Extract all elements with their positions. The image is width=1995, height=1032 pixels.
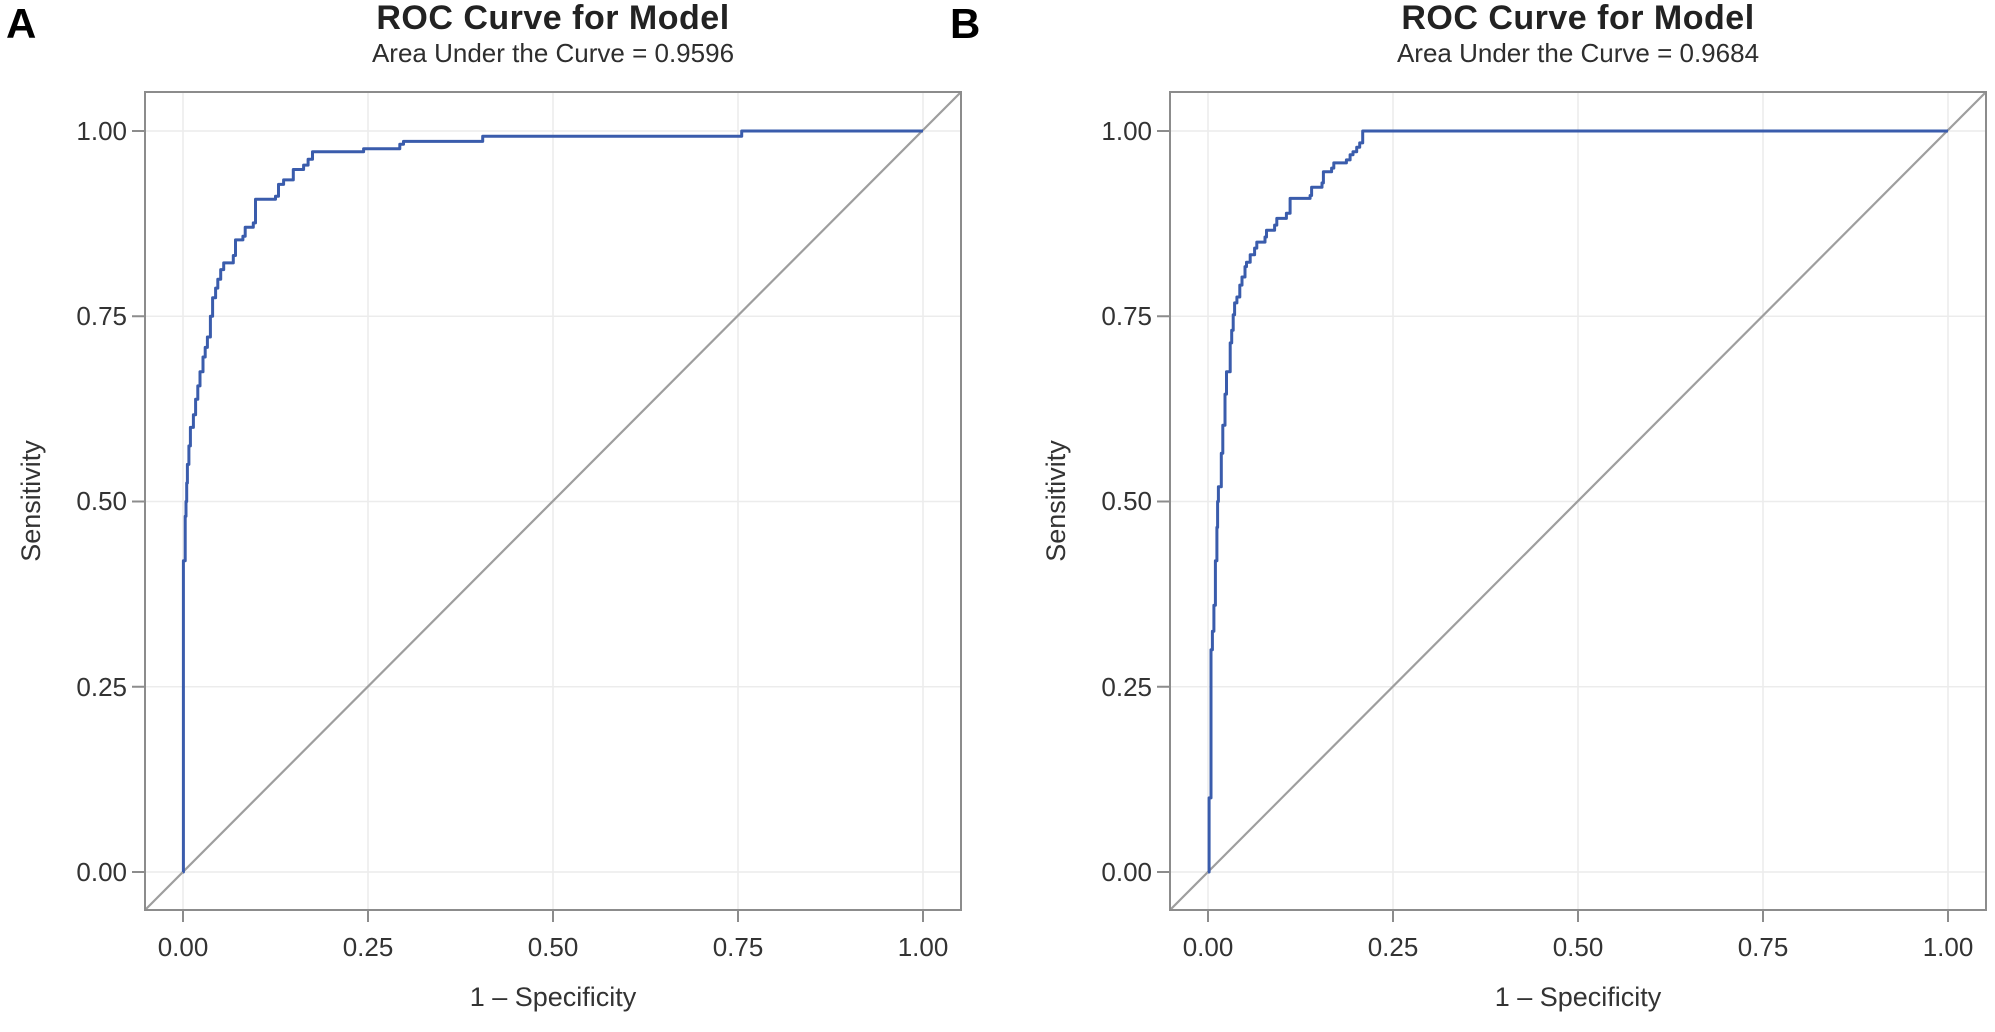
panel-a-title: ROC Curve for Model [376,0,729,37]
panel-a-y-tick-labels: 0.00 0.25 0.50 0.75 1.00 [76,116,127,887]
x-tick-label: 0.50 [1553,932,1604,962]
y-tick-label: 0.00 [1101,857,1152,887]
x-tick-label: 0.25 [1368,932,1419,962]
y-tick-label: 0.75 [1101,301,1152,331]
x-tick-label: 0.00 [158,932,209,962]
panel-a: A ROC Curve for Model Area Under the Cur… [6,0,962,1012]
chance-diagonal-line [1169,91,1987,911]
tick-marks [1157,130,1949,922]
y-tick-label: 0.00 [76,857,127,887]
panel-b-x-tick-labels: 0.00 0.25 0.50 0.75 1.00 [1183,932,1974,962]
y-tick-label: 0.25 [1101,672,1152,702]
panel-a-letter: A [6,0,36,47]
x-tick-label: 0.75 [713,932,764,962]
panel-b-plot-area [1157,91,1987,922]
y-tick-label: 0.50 [1101,486,1152,516]
panel-a-x-tick-labels: 0.00 0.25 0.50 0.75 1.00 [158,932,949,962]
panel-b-y-axis-label: Sensitivity [1041,440,1071,562]
panel-b-letter: B [950,0,980,47]
x-tick-label: 0.50 [528,932,579,962]
roc-curve [1207,129,1948,874]
panel-a-y-axis-label: Sensitivity [16,440,46,562]
x-tick-label: 1.00 [1923,932,1974,962]
panel-b-title: ROC Curve for Model [1401,0,1754,37]
roc-curve [181,129,923,874]
x-tick-label: 1.00 [898,932,949,962]
y-tick-label: 0.50 [76,486,127,516]
y-tick-label: 1.00 [76,116,127,146]
panel-b-y-tick-labels: 0.00 0.25 0.50 0.75 1.00 [1101,116,1152,887]
panel-b-subtitle: Area Under the Curve = 0.9684 [1397,38,1759,68]
chance-diagonal-line [144,91,962,911]
x-tick-label: 0.25 [343,932,394,962]
panel-a-subtitle: Area Under the Curve = 0.9596 [372,38,734,68]
tick-marks [132,130,924,922]
y-tick-label: 1.00 [1101,116,1152,146]
x-tick-label: 0.00 [1183,932,1234,962]
y-tick-label: 0.75 [76,301,127,331]
x-tick-label: 0.75 [1738,932,1789,962]
gridlines [1170,92,1986,910]
panel-b: B ROC Curve for Model Area Under the Cur… [950,0,1987,1012]
panel-a-x-axis-label: 1 – Specificity [470,982,637,1012]
panel-a-plot-area [132,91,962,922]
y-tick-label: 0.25 [76,672,127,702]
panel-b-x-axis-label: 1 – Specificity [1495,982,1662,1012]
